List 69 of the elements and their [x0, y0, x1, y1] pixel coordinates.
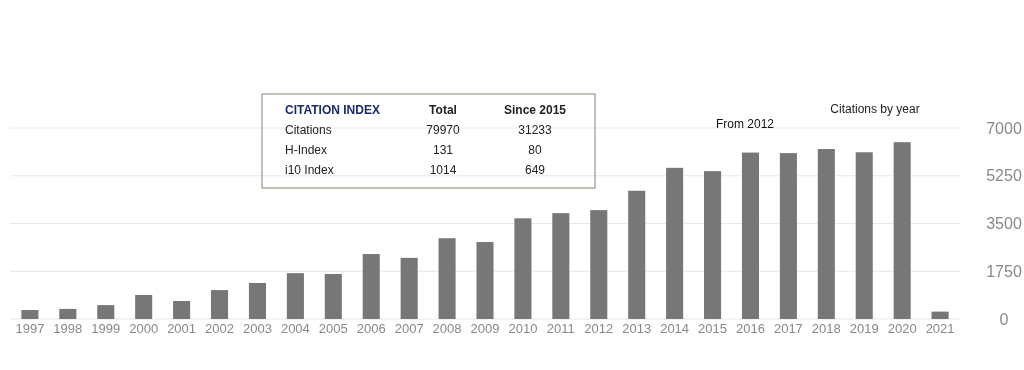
x-tick-label: 2013 — [622, 321, 652, 336]
bar — [286, 273, 304, 319]
bar — [438, 238, 456, 319]
x-tick-label: 2000 — [129, 321, 159, 336]
bar — [931, 311, 949, 319]
annotation: H-Index — [285, 143, 328, 157]
bar — [779, 153, 797, 319]
bar — [741, 152, 759, 319]
bar — [211, 290, 229, 319]
x-tick-label: 2019 — [849, 321, 879, 336]
annotation: 1014 — [429, 163, 457, 177]
bar — [59, 308, 77, 319]
annotation: Citations — [285, 123, 332, 137]
annotation: 649 — [524, 163, 546, 177]
x-tick-label: 2018 — [811, 321, 841, 336]
x-tick-label: 1997 — [15, 321, 45, 336]
x-tick-label: 2003 — [242, 321, 272, 336]
bar — [97, 305, 115, 319]
bar — [173, 300, 191, 319]
bar — [324, 273, 342, 319]
x-tick-label: 2001 — [167, 321, 197, 336]
x-tick-label: 1999 — [91, 321, 121, 336]
x-tick-label: 2016 — [736, 321, 765, 336]
x-tick-label: 1998 — [53, 321, 83, 336]
annotation: 31233 — [518, 123, 553, 137]
y-tick-label: 7000 — [986, 119, 1022, 137]
bar — [552, 213, 570, 319]
text: Total — [429, 103, 457, 117]
bar — [590, 210, 608, 319]
x-tick-label: 2011 — [546, 321, 575, 336]
bar — [666, 167, 684, 319]
x-tick-label: 2004 — [280, 321, 310, 336]
x-tick-label: 2012 — [584, 321, 614, 336]
bar — [855, 152, 873, 319]
y-tick-label: 3500 — [986, 215, 1022, 233]
x-tick-label: 2017 — [773, 321, 803, 336]
annotation: 79970 — [426, 123, 461, 137]
annotation: From 2012 — [715, 117, 775, 131]
bar — [514, 218, 532, 319]
chart-title: Citations by year — [830, 102, 920, 116]
bar — [704, 171, 722, 319]
x-tick-label: 2015 — [698, 321, 728, 336]
bar — [362, 254, 380, 319]
x-tick-label: 2009 — [470, 321, 500, 336]
x-tick-label: 2007 — [394, 321, 424, 336]
text: CITATION INDEX — [285, 103, 380, 117]
x-tick-label: 2014 — [660, 321, 690, 336]
x-tick-label: 2010 — [508, 321, 538, 336]
text: Since 2015 — [503, 103, 567, 117]
x-tick-label: 2002 — [205, 321, 234, 336]
x-tick-label: 2020 — [887, 321, 917, 336]
bar — [135, 294, 153, 319]
annotation: i10 Index — [285, 163, 334, 177]
y-tick-label: 1750 — [986, 262, 1022, 280]
bar — [893, 142, 911, 319]
annotation: 131 — [432, 143, 454, 157]
bar — [248, 282, 266, 319]
annotation: 80 — [528, 143, 542, 157]
bar — [628, 190, 646, 319]
x-tick-label: 2006 — [356, 321, 386, 336]
bar — [817, 149, 835, 319]
bar — [400, 257, 418, 319]
bar — [21, 310, 39, 319]
x-tick-label: 2005 — [318, 321, 348, 336]
x-tick-label: 2008 — [432, 321, 462, 336]
y-tick-label: 0 — [999, 310, 1009, 328]
bar — [476, 242, 494, 319]
y-tick-label: 5250 — [986, 167, 1022, 185]
x-tick-label: 2021 — [925, 321, 955, 336]
